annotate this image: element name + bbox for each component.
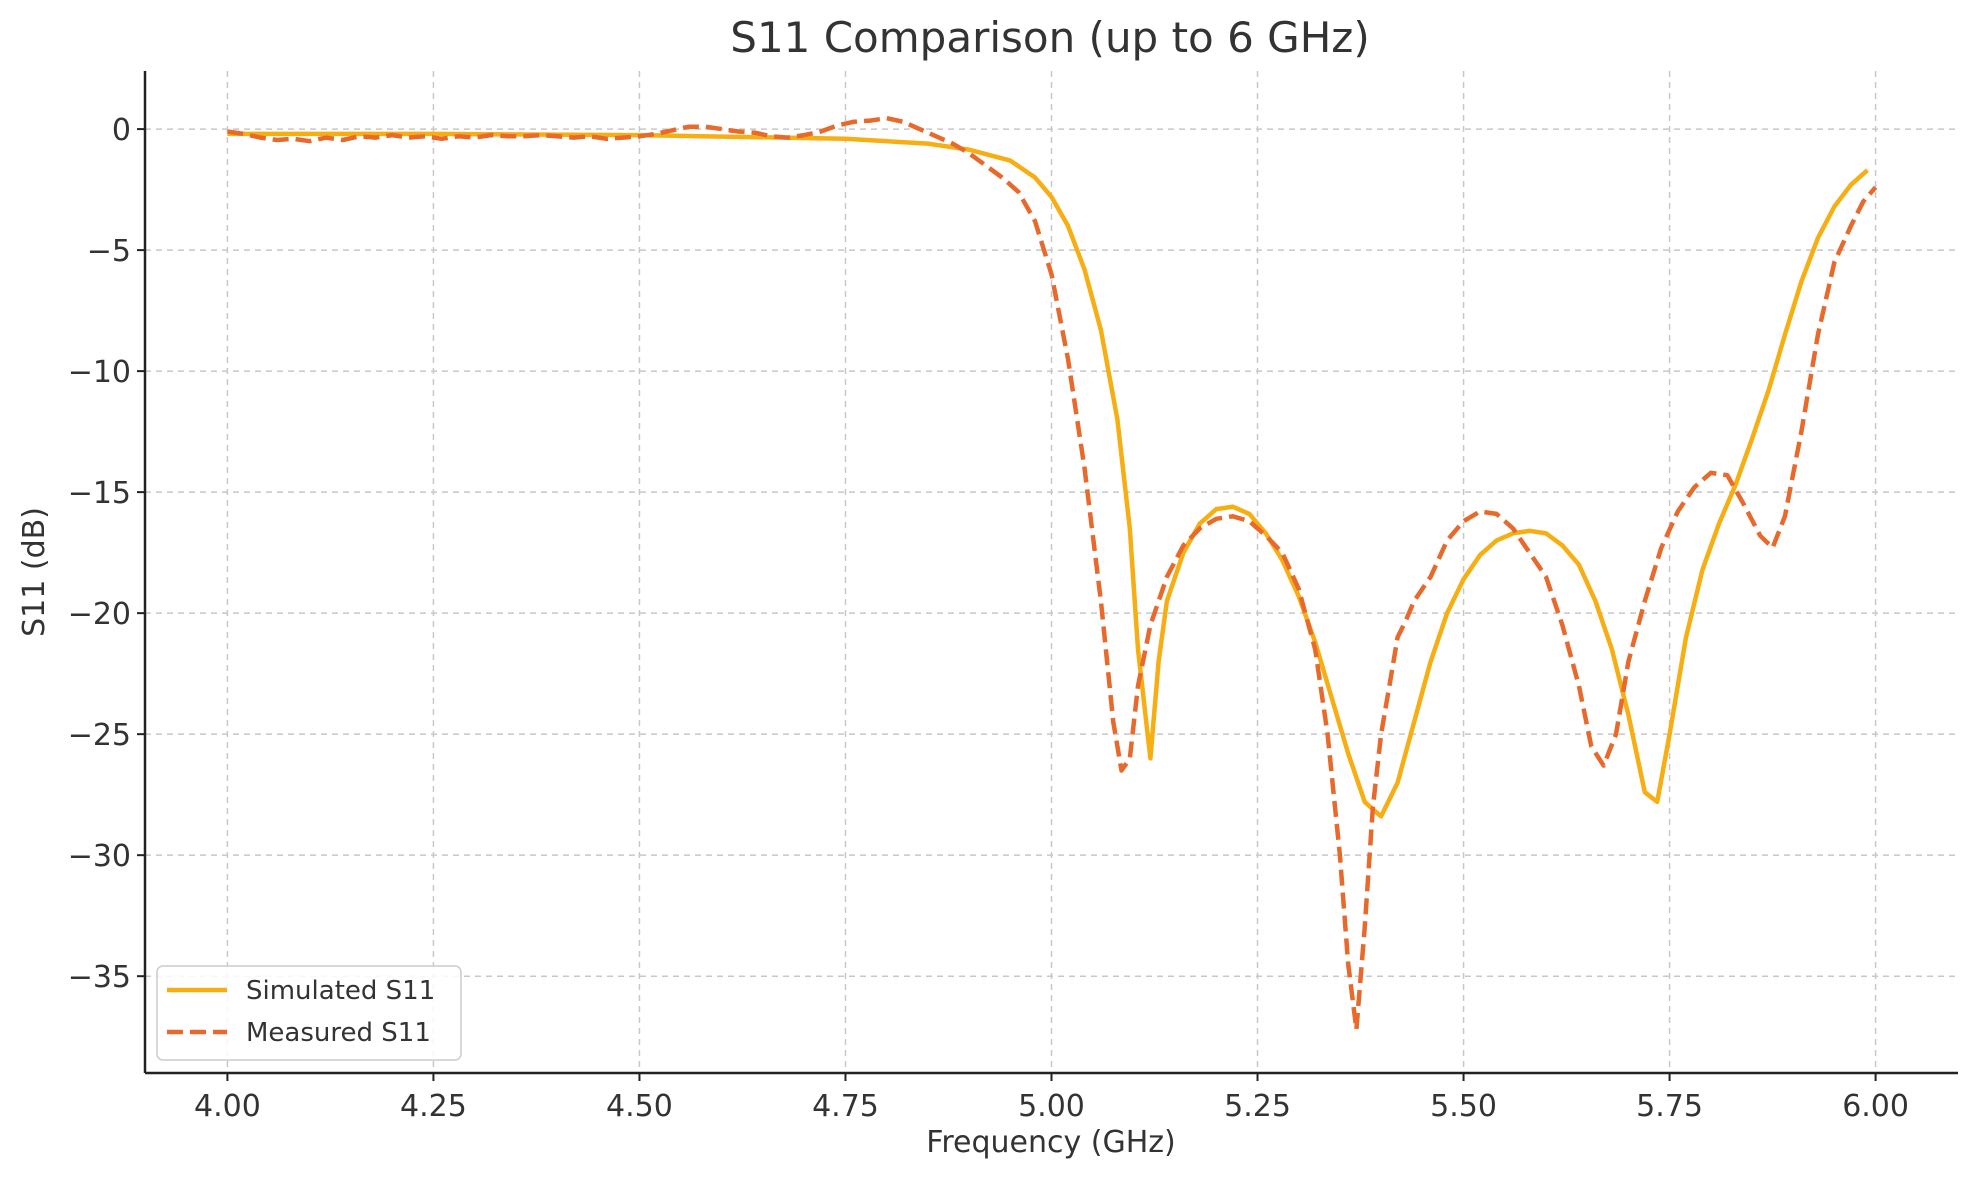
legend-label-measured: Measured S11 <box>246 1018 431 1048</box>
legend-label-simulated: Simulated S11 <box>246 976 435 1006</box>
x-axis-label: Frequency (GHz) <box>926 1125 1175 1160</box>
legend: Simulated S11 Measured S11 <box>156 965 462 1061</box>
x-tick-label: 5.00 <box>1018 1089 1085 1124</box>
y-tick-label: −15 <box>68 476 131 511</box>
series-line-measured-s11 <box>227 115 1878 1032</box>
series-layer <box>227 115 1878 1032</box>
y-axis-ticks: 0 −5 −10 −15 −20 −25 −30 −35 <box>68 113 145 995</box>
x-axis-ticks: 4.00 4.25 4.50 4.75 5.00 5.25 5.50 5.75 6.00 <box>194 1073 1909 1124</box>
y-tick-label: 0 <box>112 113 131 148</box>
y-tick-label: −35 <box>68 960 131 995</box>
y-tick-label: −10 <box>68 355 131 390</box>
x-tick-label: 5.50 <box>1430 1089 1497 1124</box>
x-tick-label: 5.25 <box>1224 1089 1291 1124</box>
chart-title: S11 Comparison (up to 6 GHz) <box>730 13 1369 62</box>
grid-layer <box>145 71 1958 1073</box>
x-tick-label: 5.75 <box>1636 1089 1703 1124</box>
series-line-simulated-s11 <box>227 131 1869 819</box>
x-tick-label: 4.75 <box>812 1089 879 1124</box>
legend-box <box>156 965 462 1061</box>
x-tick-label: 4.25 <box>400 1089 467 1124</box>
y-tick-label: −30 <box>68 839 131 874</box>
x-tick-label: 6.00 <box>1842 1089 1909 1124</box>
y-tick-label: −5 <box>87 234 131 269</box>
x-tick-label: 4.50 <box>606 1089 673 1124</box>
y-tick-label: −20 <box>68 597 131 632</box>
y-tick-label: −25 <box>68 718 131 753</box>
y-axis-label: S11 (dB) <box>17 507 52 637</box>
x-tick-label: 4.00 <box>194 1089 261 1124</box>
